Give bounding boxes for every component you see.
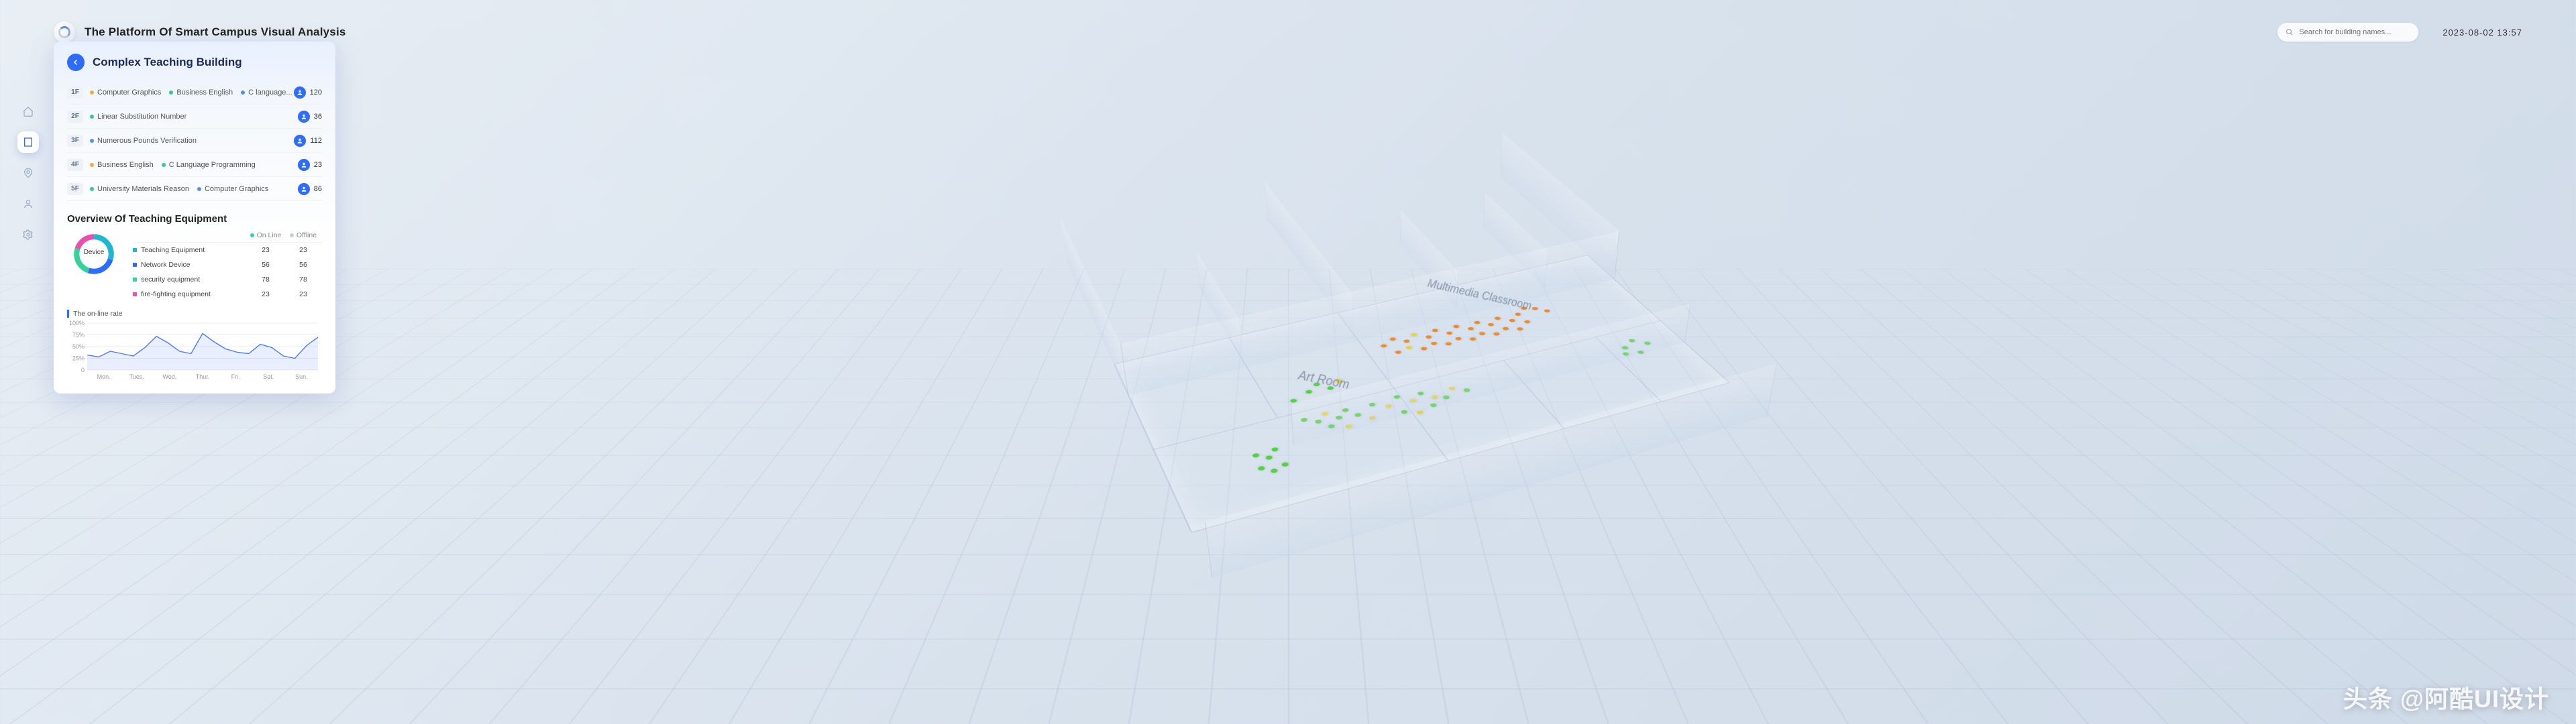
device-donut: Device — [67, 231, 121, 302]
rail-settings[interactable] — [17, 224, 39, 245]
svg-text:25%: 25% — [72, 355, 85, 362]
floor-list: 1F Computer Graphics Business English C la… — [67, 80, 322, 201]
rail-home[interactable] — [17, 101, 39, 122]
course-tag: Numerous Pounds Verification — [90, 137, 197, 145]
course-tag: Linear Substitution Number — [90, 113, 186, 121]
floor-badge: 1F — [67, 86, 83, 99]
floor-row[interactable]: 1F Computer Graphics Business English C la… — [67, 80, 322, 105]
equipment-title: Overview Of Teaching Equipment — [67, 213, 322, 225]
floor-badge: 5F — [67, 183, 83, 195]
floor-row[interactable]: 4F Business English C Language Programmin… — [67, 153, 322, 177]
watermark: 头条 @阿酷UI设计 — [2343, 680, 2549, 715]
rail-person[interactable] — [17, 193, 39, 215]
svg-text:Mon.: Mon. — [97, 373, 111, 380]
floor-badge: 4F — [67, 159, 83, 171]
side-rail — [17, 101, 39, 245]
back-button[interactable] — [67, 54, 85, 71]
rail-location[interactable] — [17, 162, 39, 184]
floor-row[interactable]: 3F Numerous Pounds Verification 112 — [67, 129, 322, 153]
course-tag: University Materials Reason — [90, 185, 189, 193]
svg-text:Thur.: Thur. — [196, 373, 210, 380]
floor-row[interactable]: 2F Linear Substitution Number 36 — [67, 105, 322, 129]
svg-text:Sat.: Sat. — [263, 373, 274, 380]
course-tag: Computer Graphics — [90, 88, 161, 97]
floor-badge: 2F — [67, 111, 83, 123]
svg-text:75%: 75% — [72, 332, 85, 339]
course-tag: Business English — [90, 161, 154, 169]
logo-icon — [54, 21, 75, 43]
floor-badge: 3F — [67, 135, 83, 147]
building-title: Complex Teaching Building — [93, 56, 242, 69]
course-tag: C language... — [241, 88, 292, 97]
svg-text:0: 0 — [81, 367, 85, 373]
course-tag: Business English — [169, 88, 233, 97]
col-online: On Line — [257, 231, 282, 239]
rail-building[interactable] — [17, 131, 39, 153]
chart-caption: The on-line rate — [67, 310, 322, 318]
3d-stage[interactable]: Multimedia ClassroomArt Room — [288, 13, 2549, 711]
svg-text:Fri.: Fri. — [231, 373, 240, 380]
svg-text:50%: 50% — [72, 343, 85, 350]
floor-row[interactable]: 5F University Materials Reason Computer G… — [67, 177, 322, 201]
donut-label: Device — [67, 249, 121, 256]
svg-text:100%: 100% — [69, 320, 85, 326]
svg-text:Tues.: Tues. — [129, 373, 144, 380]
course-tag: Computer Graphics — [197, 185, 268, 193]
svg-text:Wed.: Wed. — [162, 373, 176, 380]
course-tag: C Language Programming — [162, 161, 256, 169]
building-model[interactable]: Multimedia ClassroomArt Room — [1114, 255, 1731, 533]
online-rate-chart: The on-line rate 100% 75% 50% 25% 0 Mon. Tues.… — [67, 310, 322, 384]
